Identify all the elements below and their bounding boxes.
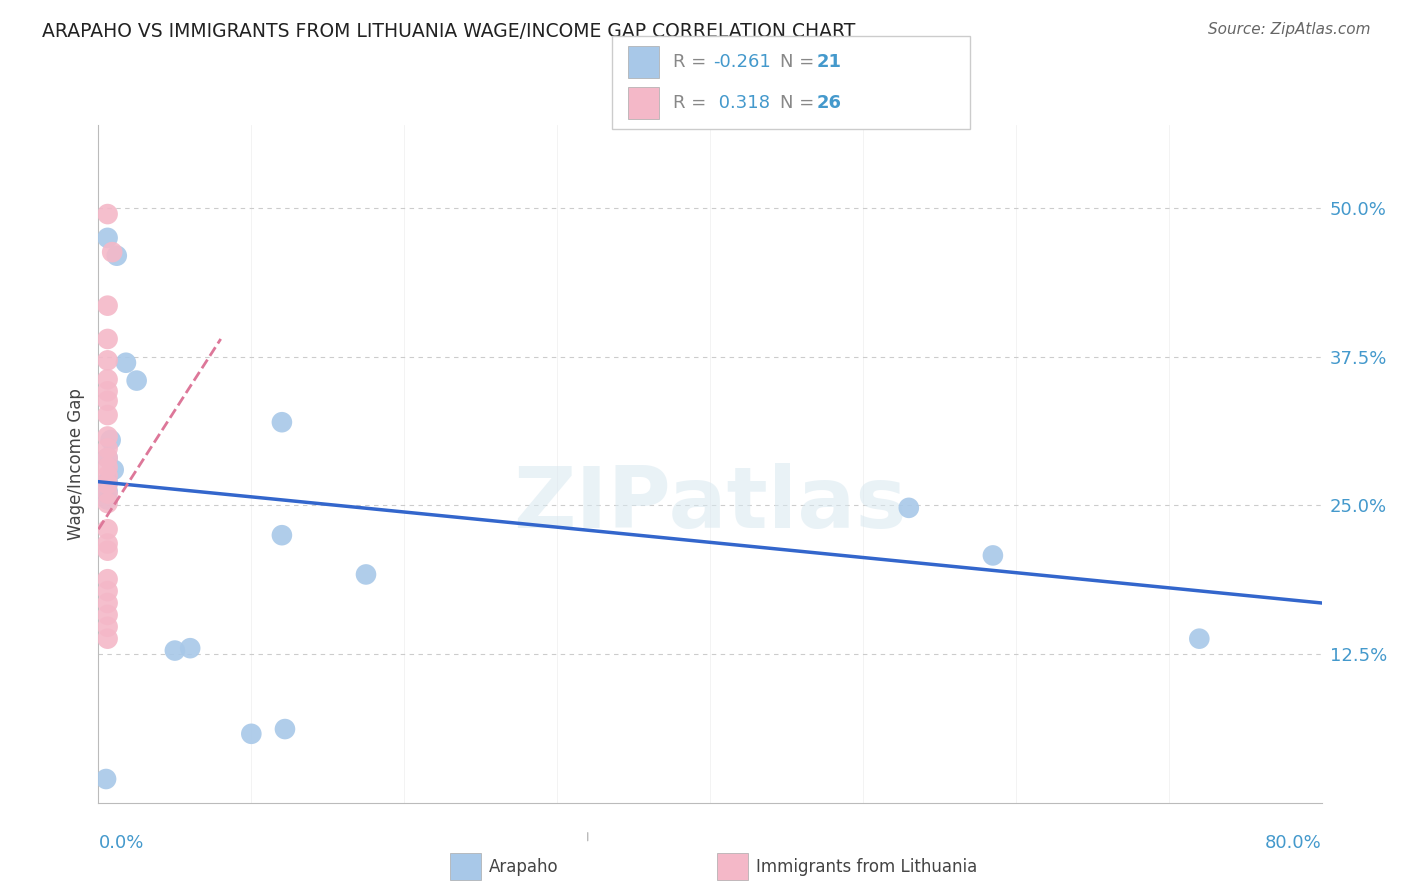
Point — [97, 450, 120, 465]
Point — [97, 384, 120, 399]
Point — [274, 722, 297, 736]
Point — [125, 374, 148, 388]
Point — [97, 486, 120, 500]
Point — [270, 528, 292, 542]
Point — [97, 468, 120, 483]
Point — [97, 475, 120, 489]
Point — [115, 356, 138, 370]
Text: Immigrants from Lithuania: Immigrants from Lithuania — [756, 858, 977, 876]
Text: 0.318: 0.318 — [713, 94, 770, 112]
Point — [97, 596, 120, 610]
Point — [179, 641, 201, 656]
Point — [97, 607, 120, 622]
Point — [163, 643, 186, 657]
Point — [354, 567, 377, 582]
Point — [97, 460, 120, 475]
Point — [97, 572, 120, 586]
Point — [97, 393, 120, 408]
Point — [97, 429, 120, 443]
Text: N =: N = — [780, 54, 820, 71]
Point — [103, 463, 125, 477]
Point — [97, 231, 120, 245]
Text: 21: 21 — [817, 54, 842, 71]
Point — [97, 492, 120, 507]
Point — [97, 372, 120, 386]
Point — [97, 522, 120, 536]
Point — [97, 632, 120, 646]
Point — [97, 536, 120, 550]
Point — [97, 477, 120, 491]
Point — [1188, 632, 1211, 646]
Point — [97, 299, 120, 313]
Point — [97, 450, 120, 465]
Text: ARAPAHO VS IMMIGRANTS FROM LITHUANIA WAGE/INCOME GAP CORRELATION CHART: ARAPAHO VS IMMIGRANTS FROM LITHUANIA WAG… — [42, 22, 856, 41]
Point — [97, 584, 120, 599]
Point — [97, 442, 120, 456]
Point — [97, 207, 120, 221]
Point — [97, 620, 120, 634]
Text: Source: ZipAtlas.com: Source: ZipAtlas.com — [1208, 22, 1371, 37]
Point — [97, 332, 120, 346]
Point — [97, 496, 120, 510]
Point — [94, 772, 117, 786]
Text: R =: R = — [673, 54, 713, 71]
Text: N =: N = — [780, 94, 820, 112]
Point — [981, 549, 1004, 563]
Point — [97, 408, 120, 422]
Point — [97, 484, 120, 499]
Text: Arapaho: Arapaho — [489, 858, 560, 876]
Point — [97, 543, 120, 558]
Point — [101, 245, 124, 260]
Text: R =: R = — [673, 94, 713, 112]
Point — [97, 353, 120, 368]
Text: 26: 26 — [817, 94, 842, 112]
Point — [100, 433, 122, 447]
Text: ZIPatlas: ZIPatlas — [513, 463, 907, 546]
Text: 0.0%: 0.0% — [98, 834, 143, 852]
Point — [105, 249, 128, 263]
Y-axis label: Wage/Income Gap: Wage/Income Gap — [67, 388, 86, 540]
Point — [897, 500, 920, 515]
Point — [240, 727, 263, 741]
Text: -0.261: -0.261 — [713, 54, 770, 71]
Text: 80.0%: 80.0% — [1265, 834, 1322, 852]
Point — [270, 415, 292, 429]
